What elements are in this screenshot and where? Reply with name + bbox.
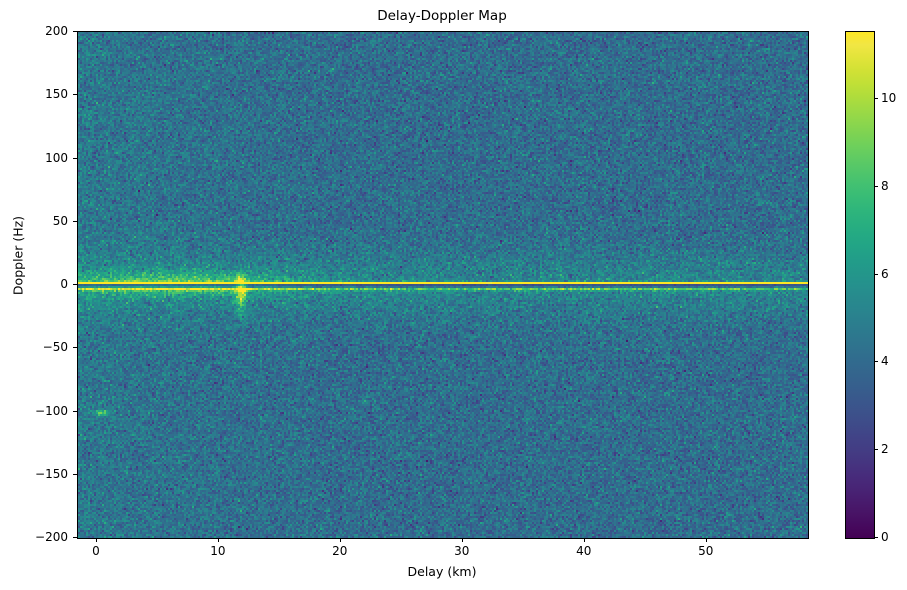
y-tick-label: −100 xyxy=(35,403,68,418)
colorbar-tick-label: 2 xyxy=(881,442,889,457)
x-tick-mark xyxy=(461,538,463,542)
colorbar-tick-mark xyxy=(874,185,878,187)
x-tick-mark xyxy=(705,538,707,542)
y-tick-label: −150 xyxy=(35,466,68,481)
heatmap-plot-area[interactable] xyxy=(77,31,809,539)
y-tick-mark xyxy=(73,537,77,538)
y-tick-label: 100 xyxy=(45,150,68,165)
colorbar-tick-label: 10 xyxy=(881,90,897,105)
x-tick-label: 10 xyxy=(210,544,226,558)
y-tick-mark xyxy=(73,220,77,222)
colorbar-tick-label: 6 xyxy=(881,266,889,281)
x-axis-label: Delay (km) xyxy=(407,564,477,579)
y-tick-mark xyxy=(73,473,77,475)
y-tick-mark xyxy=(73,410,77,412)
colorbar-gradient xyxy=(846,32,874,538)
y-tick-mark xyxy=(73,284,77,285)
y-tick-label: −200 xyxy=(35,530,68,544)
x-tick-label: 20 xyxy=(332,544,348,558)
delay-doppler-heatmap[interactable] xyxy=(78,32,808,538)
x-tick-label: 50 xyxy=(698,544,714,558)
y-tick-mark xyxy=(73,94,77,96)
colorbar-tick-mark xyxy=(874,97,878,99)
colorbar-tick-mark xyxy=(874,273,878,275)
y-tick-label: 0 xyxy=(60,277,68,291)
page-title: Delay-Doppler Map xyxy=(377,8,507,24)
colorbar-tick-mark xyxy=(874,449,878,451)
y-axis-label: Doppler (Hz) xyxy=(10,215,26,296)
colorbar-tick-label: 4 xyxy=(881,354,889,369)
colorbar-tick-mark xyxy=(874,537,878,538)
x-tick-label: 40 xyxy=(576,544,592,558)
y-tick-label: 150 xyxy=(45,87,68,102)
x-tick-label: 30 xyxy=(454,544,470,558)
y-tick-mark xyxy=(73,31,77,32)
y-tick-mark xyxy=(73,347,77,349)
colorbar-tick-label: 8 xyxy=(881,178,889,193)
y-tick-mark xyxy=(73,157,77,159)
y-tick-label: −50 xyxy=(42,340,68,355)
x-tick-mark xyxy=(339,538,341,542)
colorbar[interactable] xyxy=(845,31,875,539)
x-tick-mark xyxy=(583,538,585,542)
colorbar-tick-label: 0 xyxy=(881,530,889,544)
y-tick-label: 200 xyxy=(45,24,68,38)
x-tick-mark xyxy=(95,538,97,542)
x-tick-label: 0 xyxy=(92,544,100,558)
y-tick-label: 50 xyxy=(52,213,68,228)
x-tick-mark xyxy=(217,538,219,542)
colorbar-tick-mark xyxy=(874,361,878,363)
